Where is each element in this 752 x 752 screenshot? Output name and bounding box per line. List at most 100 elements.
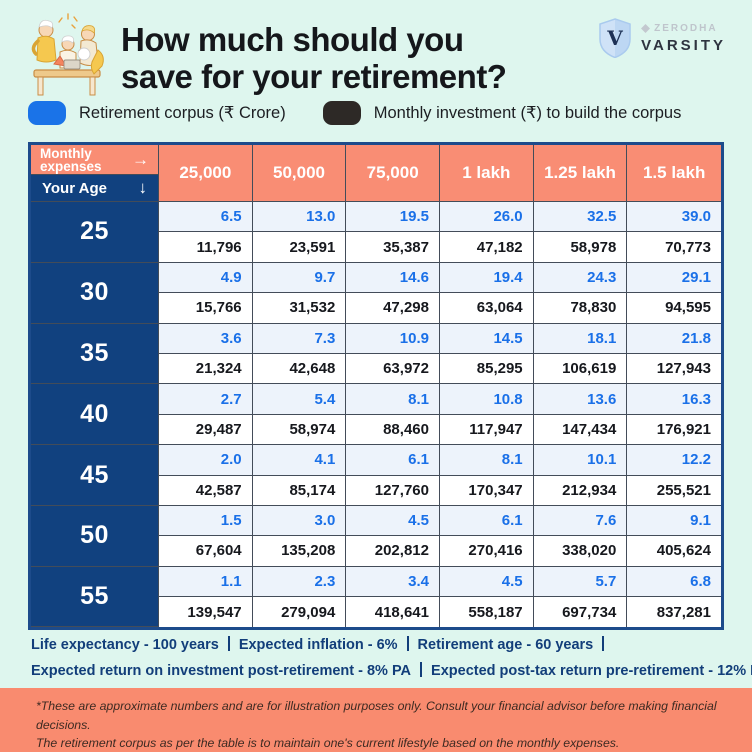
svg-text:V: V xyxy=(606,26,623,50)
investment-value: 78,830 xyxy=(533,293,628,324)
brand-text: ZERODHA VARSITY xyxy=(641,23,726,54)
corpus-value: 2.3 xyxy=(252,566,347,598)
separator-bar xyxy=(406,636,409,651)
corpus-value: 9.7 xyxy=(252,262,347,294)
investment-value: 11,796 xyxy=(159,232,253,263)
corpus-value: 19.5 xyxy=(346,202,440,233)
retirement-table: Monthly expenses → Your Age ↓ 25,000 50,0… xyxy=(28,142,724,631)
investment-value: 35,387 xyxy=(346,232,440,263)
corpus-value: 19.4 xyxy=(439,262,534,294)
corpus-value: 29.1 xyxy=(627,262,721,294)
corpus-value: 26.0 xyxy=(439,202,534,233)
zerodha-label: ZERODHA xyxy=(654,22,718,34)
corpus-value: 6.1 xyxy=(439,505,534,537)
investment-value: 418,641 xyxy=(346,597,440,628)
separator-bar xyxy=(227,636,230,651)
corpus-value: 10.1 xyxy=(533,445,628,476)
row-age-label: 50 xyxy=(31,505,159,567)
down-arrow-icon: ↓ xyxy=(138,178,148,197)
investment-value: 85,295 xyxy=(439,353,534,385)
corpus-value: 21.8 xyxy=(627,323,721,354)
separator-bar xyxy=(602,636,605,651)
corpus-value: 14.5 xyxy=(439,323,534,354)
investment-value: 63,064 xyxy=(439,293,534,324)
assumptions: Life expectancy - 100 years Expected infl… xyxy=(31,636,752,688)
monthly-expenses-header: Monthly expenses → xyxy=(31,145,159,175)
investment-value: 31,532 xyxy=(252,293,347,324)
assumptions-line-1: Life expectancy - 100 years Expected infl… xyxy=(31,636,731,653)
investment-value: 279,094 xyxy=(252,597,347,628)
corpus-value: 13.0 xyxy=(252,202,347,233)
corpus-value: 4.1 xyxy=(252,445,347,476)
separator-bar xyxy=(420,662,423,677)
zerodha-wordmark: ZERODHA xyxy=(641,23,726,34)
investment-value: 47,182 xyxy=(439,232,534,263)
investment-value: 127,943 xyxy=(627,353,721,385)
investment-value: 255,521 xyxy=(627,475,721,506)
corpus-value: 1.5 xyxy=(159,505,253,537)
investment-value: 67,604 xyxy=(159,536,253,567)
corpus-value: 6.5 xyxy=(159,202,253,233)
investment-value: 147,434 xyxy=(533,414,628,446)
investment-value: 127,760 xyxy=(346,475,440,506)
investment-value: 270,416 xyxy=(439,536,534,567)
corpus-value: 39.0 xyxy=(627,202,721,233)
right-arrow-icon: → xyxy=(132,150,149,169)
assumption-item: Retirement age - 60 years xyxy=(417,637,594,653)
table-column-header: 50,000 xyxy=(252,145,347,202)
corpus-value: 10.8 xyxy=(439,384,534,415)
investment-value: 106,619 xyxy=(533,353,628,385)
investment-value: 202,812 xyxy=(346,536,440,567)
corpus-value: 5.4 xyxy=(252,384,347,415)
investment-value: 139,547 xyxy=(159,597,253,628)
corpus-value: 24.3 xyxy=(533,262,628,294)
corpus-value: 3.0 xyxy=(252,505,347,537)
investment-value: 176,921 xyxy=(627,414,721,446)
corpus-value: 5.7 xyxy=(533,566,628,598)
footnote-line: *These are approximate numbers and are f… xyxy=(36,699,717,732)
assumption-item: Expected post-tax return pre-retirement … xyxy=(431,663,752,679)
assumption-item: Expected return on investment post-retir… xyxy=(31,663,412,679)
row-age-label: 30 xyxy=(31,262,159,324)
assumption-item: Expected inflation - 6% xyxy=(238,637,398,653)
corpus-value: 13.6 xyxy=(533,384,628,415)
varsity-logo: V ZERODHA VARSITY xyxy=(598,18,726,58)
table-column-header: 75,000 xyxy=(346,145,440,202)
corpus-value: 6.1 xyxy=(346,445,440,476)
table-column-header: 1.5 lakh xyxy=(627,145,721,202)
investment-value: 29,487 xyxy=(159,414,253,446)
row-age-label: 25 xyxy=(31,202,159,263)
zerodha-kite-icon xyxy=(641,23,651,33)
investment-value: 88,460 xyxy=(346,414,440,446)
investment-value: 837,281 xyxy=(627,597,721,628)
row-age-label: 35 xyxy=(31,323,159,385)
corpus-value: 14.6 xyxy=(346,262,440,294)
corpus-value: 32.5 xyxy=(533,202,628,233)
investment-value: 58,978 xyxy=(533,232,628,263)
investment-value: 212,934 xyxy=(533,475,628,506)
corpus-legend-swatch xyxy=(28,101,66,125)
corpus-legend-label: Retirement corpus (₹ Crore) xyxy=(79,104,286,122)
corpus-value: 18.1 xyxy=(533,323,628,354)
your-age-header: Your Age ↓ xyxy=(31,175,159,202)
row-age-label: 55 xyxy=(31,566,159,628)
investment-value: 117,947 xyxy=(439,414,534,446)
investment-value: 42,648 xyxy=(252,353,347,385)
corpus-value: 4.9 xyxy=(159,262,253,294)
corpus-value: 10.9 xyxy=(346,323,440,354)
investment-value: 15,766 xyxy=(159,293,253,324)
row-age-label: 45 xyxy=(31,445,159,506)
investment-value: 170,347 xyxy=(439,475,534,506)
footnote-line: The retirement corpus as per the table i… xyxy=(36,736,620,750)
investment-value: 21,324 xyxy=(159,353,253,385)
investment-value: 63,972 xyxy=(346,353,440,385)
assumptions-line-2: Expected return on investment post-retir… xyxy=(31,662,752,679)
investment-value: 42,587 xyxy=(159,475,253,506)
corpus-value: 4.5 xyxy=(346,505,440,537)
corpus-value: 8.1 xyxy=(346,384,440,415)
corpus-value: 7.6 xyxy=(533,505,628,537)
footnotes-strip: *These are approximate numbers and are f… xyxy=(0,688,752,752)
investment-legend-swatch xyxy=(322,101,361,125)
investment-value: 135,208 xyxy=(252,536,347,567)
table-column-header: 1.25 lakh xyxy=(533,145,628,202)
